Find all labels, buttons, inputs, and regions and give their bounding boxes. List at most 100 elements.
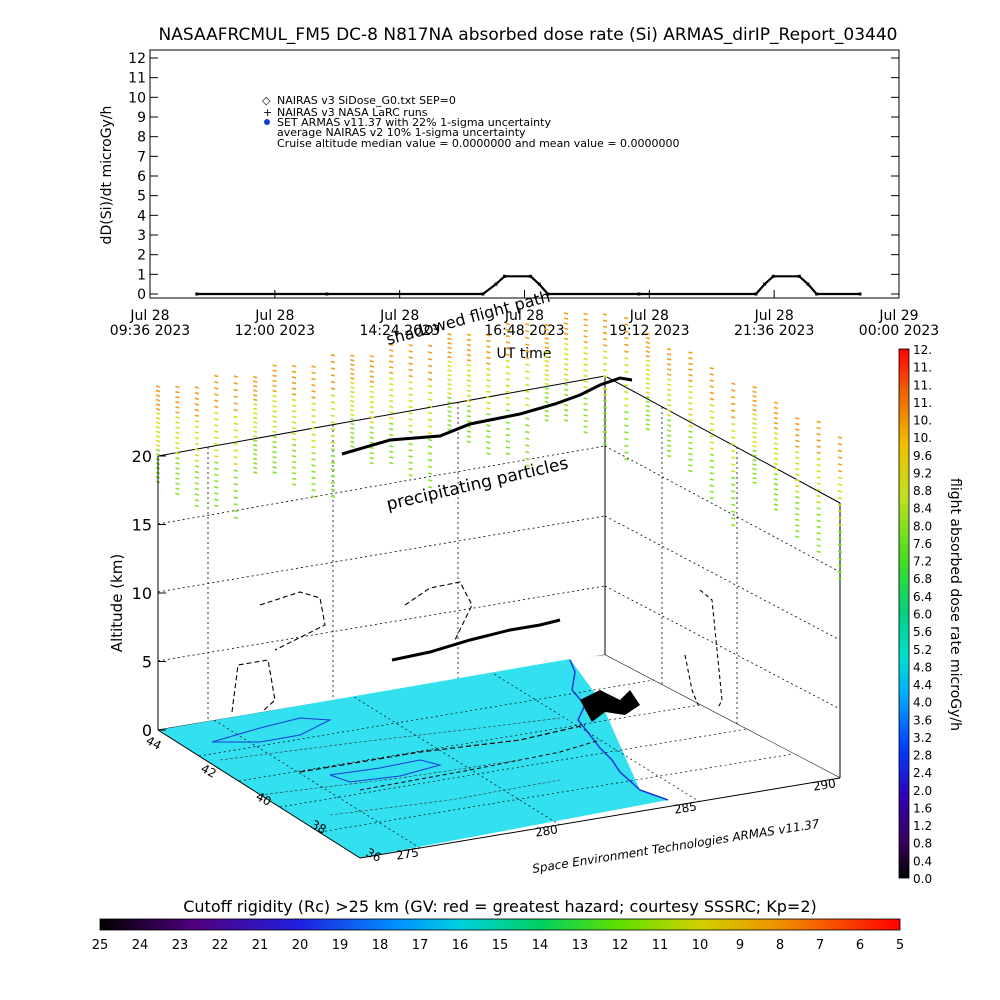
precip-mark-9-2 (330, 367, 336, 370)
legend-entry-4: average NAIRAS v2 10% 1-sigma uncertaint… (277, 126, 526, 139)
precip-mark-25-21 (645, 427, 650, 431)
precip-mark-1-7 (175, 421, 180, 424)
precip-mark-4-10 (233, 442, 238, 446)
precip-mark-11-0 (369, 354, 374, 358)
precip-mark-15-10 (447, 378, 452, 382)
dose-tick-label-20: 8.0 (913, 519, 932, 533)
precip-mark-21-1 (563, 317, 569, 320)
legend-entry-5: Cruise altitude median value = 0.0000000… (277, 137, 680, 150)
precip-mark-24-8 (624, 370, 629, 374)
precip-mark-16-19 (466, 430, 472, 433)
precip-mark-13-10 (408, 405, 413, 409)
precip-mark-6-0 (272, 364, 277, 367)
lake-outline-2 (329, 759, 442, 783)
precip-mark-17-4 (486, 356, 491, 360)
precip-mark-22-13 (583, 385, 588, 389)
precip-mark-26-16 (666, 429, 672, 432)
precip-mark-15-18 (447, 414, 452, 418)
precip-mark-2-14 (194, 465, 200, 468)
precip-mark-26-2 (666, 358, 672, 361)
precip-mark-19-6 (525, 363, 530, 367)
rigidity-tick-label-12: 13 (572, 938, 589, 953)
precip-mark-25-10 (645, 377, 650, 381)
precip-mark-8-21 (311, 495, 316, 498)
precip-mark-30-10 (752, 431, 757, 435)
precip-mark-14-6 (427, 384, 433, 388)
precip-mark-5-12 (252, 430, 258, 433)
dose-tick-label-25: 10. (913, 431, 932, 445)
precip-mark-2-2 (194, 397, 200, 401)
precip-mark-7-5 (291, 393, 297, 396)
precip-mark-18-17 (505, 427, 511, 431)
precip-mark-10-13 (350, 413, 355, 417)
precip-mark-12-2 (389, 354, 394, 358)
precip-mark-26-11 (666, 403, 672, 407)
precip-mark-29-0 (730, 382, 736, 386)
precip-mark-33-17 (816, 525, 821, 529)
precip-mark-30-0 (752, 386, 757, 389)
precip-mark-5-21 (252, 471, 258, 474)
precip-mark-32-3 (795, 434, 800, 437)
precip-mark-24-13 (624, 404, 629, 407)
precip-mark-17-14 (486, 413, 491, 416)
precip-mark-31-10 (773, 452, 779, 456)
precip-mark-1-13 (175, 451, 180, 455)
precip-mark-4-5 (233, 408, 238, 412)
precip-mark-21-18 (563, 403, 569, 407)
precip-mark-33-4 (816, 445, 821, 448)
rigidity-tick-label-5: 20 (292, 938, 309, 953)
precip-mark-11-13 (369, 421, 374, 424)
precip-mark-31-1 (773, 406, 779, 410)
precip-mark-31-6 (773, 432, 779, 435)
top-y-tick-label-2: 2 (137, 248, 146, 264)
precip-mark-24-11 (624, 390, 629, 394)
dose-tick-label-26: 10. (913, 414, 932, 428)
precip-mark-25-20 (645, 423, 650, 426)
altitude-tick-label-4: 20 (132, 447, 152, 466)
precip-mark-5-0 (252, 375, 258, 379)
precip-mark-31-14 (773, 472, 779, 476)
precip-mark-1-16 (175, 467, 180, 470)
precip-mark-0-12 (155, 439, 161, 443)
precip-mark-7-4 (291, 387, 297, 390)
series-point-0-3 (494, 282, 498, 286)
precip-mark-6-9 (272, 410, 277, 413)
precip-mark-32-4 (795, 439, 800, 443)
precip-mark-31-20 (773, 503, 779, 506)
dose-tick-label-14: 5.6 (913, 625, 932, 639)
altitude-tick-label-1: 5 (142, 653, 152, 672)
precip-mark-12-1 (389, 349, 394, 352)
precip-mark-0-7 (155, 417, 161, 420)
precip-mark-10-0 (350, 354, 355, 357)
precip-mark-23-9 (602, 368, 608, 372)
precip-mark-21-14 (563, 383, 569, 387)
precip-mark-30-12 (752, 440, 757, 444)
precip-mark-27-8 (688, 396, 693, 400)
precip-mark-29-19 (730, 510, 736, 513)
precip-mark-33-5 (816, 451, 821, 455)
rigidity-tick-label-4: 21 (252, 938, 269, 953)
dose-tick-label-11: 4.4 (913, 678, 932, 692)
precip-mark-2-9 (194, 436, 200, 440)
precip-mark-14-9 (427, 405, 433, 408)
precip-mark-7-10 (291, 421, 297, 424)
precip-mark-21-7 (563, 347, 569, 351)
precip-mark-29-5 (730, 416, 736, 419)
precip-mark-28-5 (709, 397, 715, 401)
precip-mark-25-15 (645, 400, 650, 404)
rigidity-tick-label-0: 25 (92, 938, 109, 953)
precip-mark-15-5 (447, 355, 452, 359)
precip-mark-29-17 (730, 496, 736, 500)
precip-mark-24-12 (624, 397, 629, 401)
precip-mark-2-16 (194, 476, 200, 480)
precip-mark-16-0 (466, 333, 472, 337)
top-y-tick-label-7: 7 (137, 149, 146, 165)
altitude-tick-label-2: 10 (132, 584, 152, 603)
precip-mark-33-6 (816, 457, 821, 461)
dose-tick-label-27: 11. (913, 396, 932, 410)
precip-mark-23-6 (602, 350, 608, 353)
precip-mark-0-2 (155, 394, 161, 397)
precip-mark-18-13 (505, 402, 511, 406)
precip-mark-20-11 (544, 373, 549, 377)
